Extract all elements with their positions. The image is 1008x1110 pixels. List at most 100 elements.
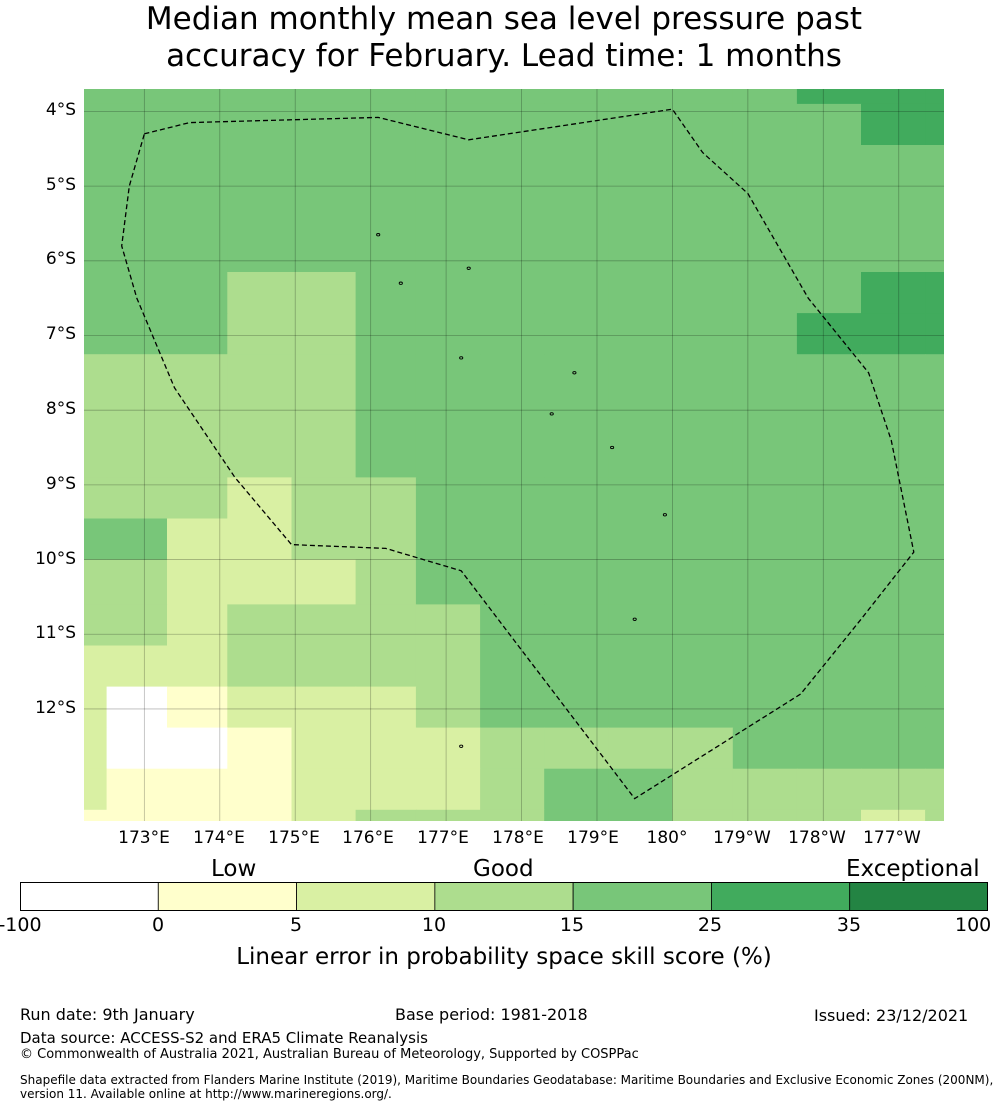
skill-cell [608,604,673,647]
eez-boundary [121,108,915,800]
colorbar-label: Linear error in probability space skill … [236,944,772,970]
colorbar-tick: 100 [955,914,992,936]
data-source: Data source: ACCESS-S2 and ERA5 Climate … [20,1029,428,1047]
skill-cell [544,559,609,605]
skill-cell [796,768,862,811]
colorbar-segment [572,882,712,911]
colorbar-segment [296,882,436,911]
skill-cell [291,145,357,273]
skill-cell [544,518,609,561]
skill-cell [84,727,108,770]
skill-cell [672,559,734,605]
skill-cell [355,145,417,273]
skill-cell [227,313,292,355]
skill-cell [227,686,292,729]
skill-cell [355,686,417,729]
skill-cell [544,727,609,770]
skill-cell [861,313,926,355]
skill-cell [291,272,357,314]
skill-cell [415,809,481,821]
lat-label: 10°S [35,549,76,569]
skill-cell [925,89,944,105]
colorbar-tick: 25 [697,914,723,936]
skill-cell [480,518,545,561]
island [459,744,464,748]
lon-label: 178°W [788,828,846,848]
island [376,233,381,237]
skill-cell [544,477,609,520]
skill-cell [796,354,862,478]
skill-cell [227,477,292,520]
skill-cell [84,272,108,314]
skill-cell [355,727,417,770]
skill-cell [861,686,926,729]
lat-label: 9°S [45,474,76,494]
lon-label: 173°E [118,828,170,848]
skill-cell [106,89,168,105]
skill-cell [608,477,673,520]
skill-cell [415,272,481,314]
skill-cell [608,809,673,821]
skill-cell [84,809,108,821]
skill-cell [227,727,292,770]
colorbar-segment [434,882,574,911]
run-date: Run date: 9th January [20,1005,195,1024]
skill-cell [861,103,926,146]
title-line-1: Median monthly mean sea level pressure p… [145,1,863,37]
skill-cell [672,313,734,355]
lat-label: 8°S [45,399,76,419]
skill-cell [925,645,944,688]
skill-cell [861,768,926,811]
skill-cell [608,727,673,770]
skill-cell [227,559,292,605]
skill-cell [106,768,168,811]
skill-cell [861,354,926,478]
skill-cell [796,604,862,647]
skill-cell [84,103,108,146]
islands [376,233,667,748]
copyright: © Commonwealth of Australia 2021, Austra… [20,1047,639,1062]
lat-label: 7°S [45,324,76,344]
skill-cell [355,477,417,520]
colorbar-segment [20,882,159,911]
skill-cell [672,604,734,647]
skill-cell [355,809,417,821]
skill-cell [608,272,673,314]
skill-cell [480,559,545,605]
skill-cell [415,103,481,146]
skill-cell [106,809,168,821]
skill-cell [732,145,798,273]
skill-cell [480,604,545,647]
skill-cell [861,559,926,605]
skill-cell [925,809,944,821]
skill-cell [291,313,357,355]
skill-cell [84,604,108,647]
lon-label: 179°W [713,828,771,848]
category-low: Low [211,856,257,882]
skill-cell [480,645,545,688]
category-exceptional: Exceptional [846,856,980,882]
skill-cell [167,518,228,561]
skill-cell [544,89,609,105]
skill-cell [227,768,292,811]
skill-cell [480,103,545,146]
skill-cell [544,272,609,314]
skill-cell [672,477,734,520]
skill-cell [291,727,357,770]
skill-cell [227,809,292,821]
category-good: Good [473,856,534,882]
skill-cell [84,145,108,273]
skill-cell [608,768,673,811]
skill-cell [355,518,417,561]
skill-cell [480,768,545,811]
skill-cell [291,354,357,478]
skill-cell [732,313,798,355]
skill-cell [796,313,862,355]
skill-cell [291,518,357,561]
skill-cell [544,768,609,811]
skill-cell [167,103,228,146]
skill-cell [925,313,944,355]
skill-cell [861,89,926,105]
skill-cell [608,518,673,561]
lon-label: 178°E [492,828,544,848]
